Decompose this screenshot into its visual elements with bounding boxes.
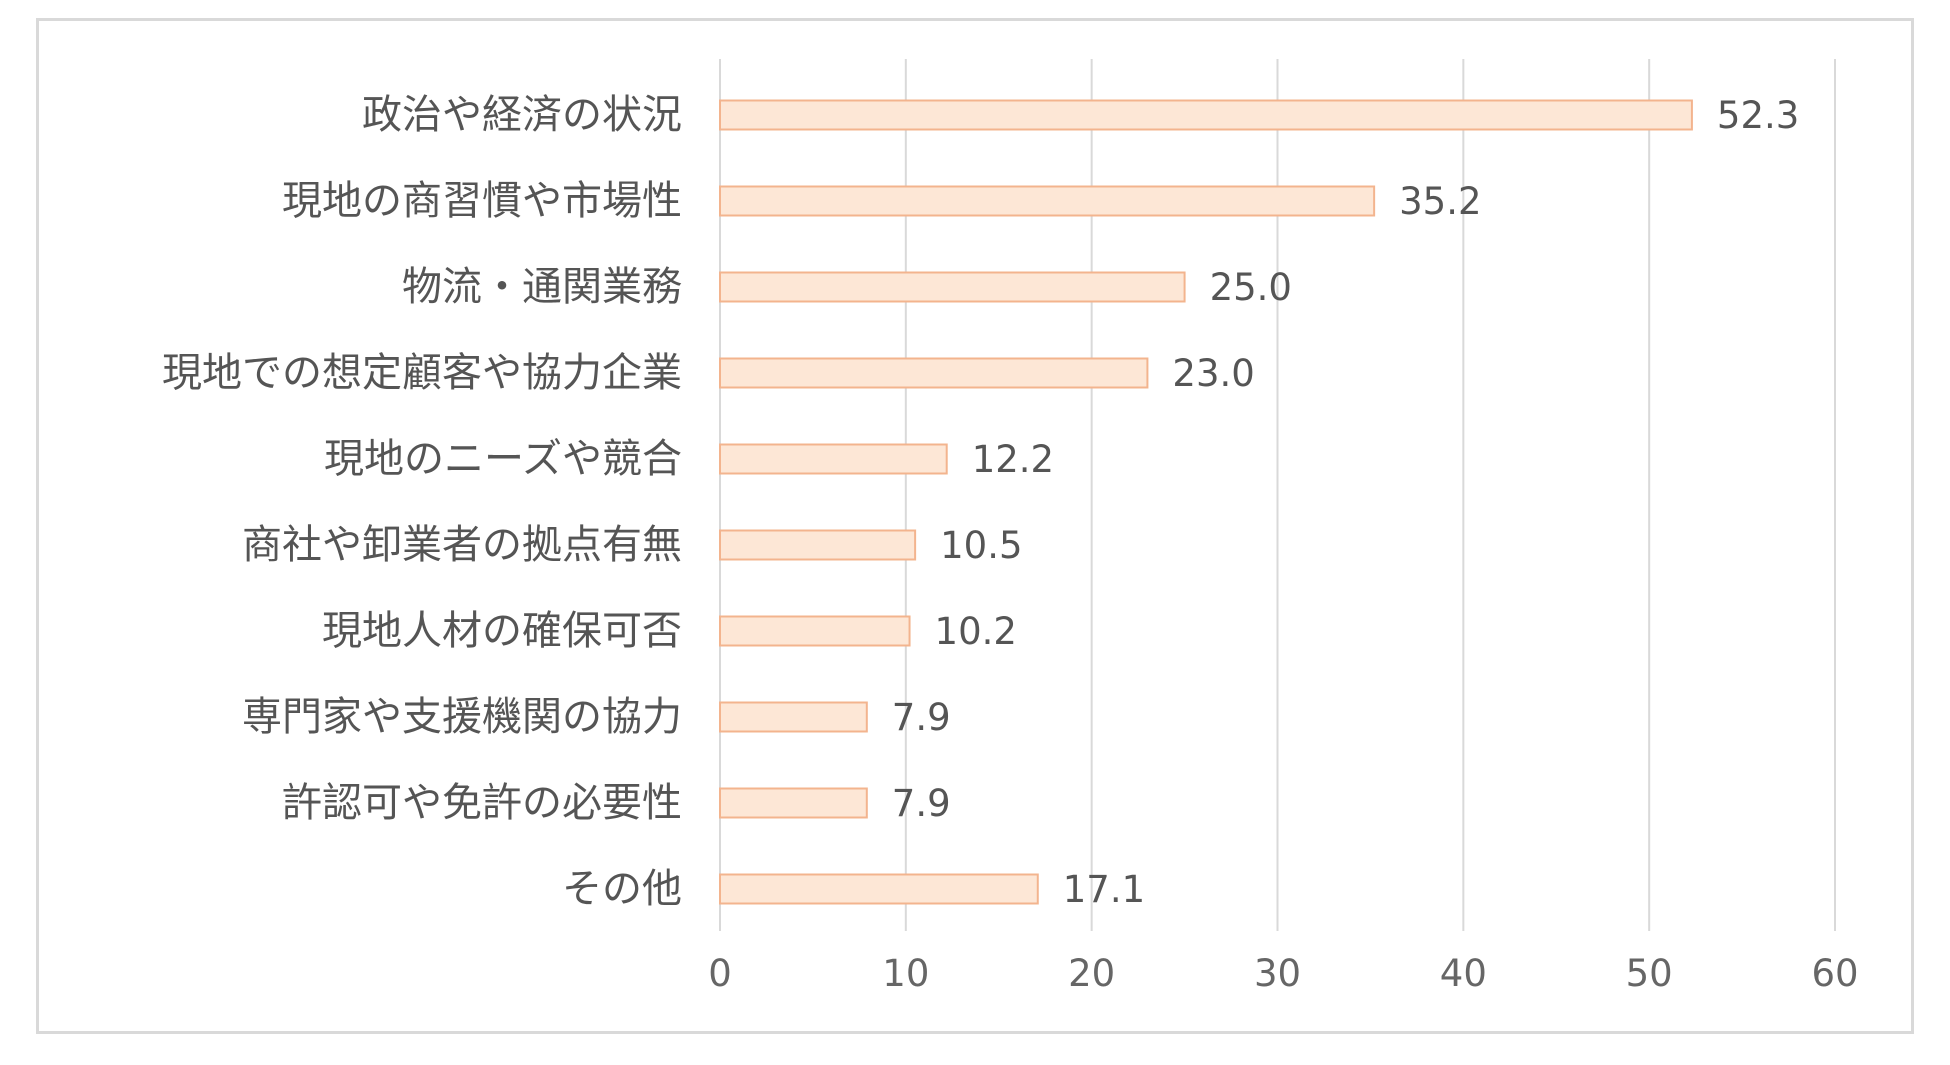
bar <box>719 185 1376 217</box>
bar <box>719 271 1186 303</box>
category-label: 物流・通関業務 <box>402 264 682 310</box>
value-label: 10.5 <box>940 524 1022 567</box>
bar <box>719 701 868 733</box>
value-label: 7.9 <box>892 696 951 739</box>
x-tick-label: 60 <box>1811 952 1858 995</box>
category-label: その他 <box>562 866 682 912</box>
category-label: 現地での想定顧客や協力企業 <box>162 350 682 396</box>
category-label: 現地人材の確保可否 <box>322 608 682 654</box>
x-tick-label: 30 <box>1254 952 1301 995</box>
value-label: 10.2 <box>935 610 1017 653</box>
bar-chart: 政治や経済の状況現地の商習慣や市場性物流・通関業務現地での想定顧客や協力企業現地… <box>162 59 1859 995</box>
value-label: 7.9 <box>892 782 951 825</box>
bar <box>719 787 868 819</box>
x-tick-label: 0 <box>708 952 732 995</box>
x-tick-label: 20 <box>1068 952 1115 995</box>
category-label: 現地のニーズや競合 <box>324 436 682 482</box>
bar <box>719 615 911 647</box>
chart-frame: 政治や経済の状況現地の商習慣や市場性物流・通関業務現地での想定顧客や協力企業現地… <box>36 18 1914 1034</box>
bar <box>719 443 948 475</box>
value-label: 17.1 <box>1063 868 1145 911</box>
x-tick-label: 50 <box>1626 952 1673 995</box>
category-label: 商社や卸業者の拠点有無 <box>242 522 682 568</box>
x-tick-label: 40 <box>1440 952 1487 995</box>
value-label: 52.3 <box>1717 94 1799 137</box>
bar <box>719 99 1693 131</box>
bar <box>719 529 917 561</box>
category-labels: 政治や経済の状況現地の商習慣や市場性物流・通関業務現地での想定顧客や協力企業現地… <box>162 92 682 912</box>
bar <box>719 873 1039 905</box>
x-axis-ticks: 0 10 20 30 40 50 60 <box>708 952 1858 995</box>
category-label: 政治や経済の状況 <box>362 92 682 138</box>
value-label: 25.0 <box>1210 266 1292 309</box>
value-label: 12.2 <box>972 438 1054 481</box>
value-label: 35.2 <box>1399 180 1481 223</box>
bar <box>719 357 1149 389</box>
value-label: 23.0 <box>1172 352 1254 395</box>
value-labels: 52.3 35.2 25.0 23.0 12.2 10.5 10.2 7.9 7.9 17.1 <box>892 94 1799 911</box>
category-label: 専門家や支援機関の協力 <box>242 694 682 740</box>
x-tick-label: 10 <box>882 952 929 995</box>
category-label: 現地の商習慣や市場性 <box>282 178 682 224</box>
bars <box>719 99 1693 905</box>
category-label: 許認可や免許の必要性 <box>282 780 682 826</box>
